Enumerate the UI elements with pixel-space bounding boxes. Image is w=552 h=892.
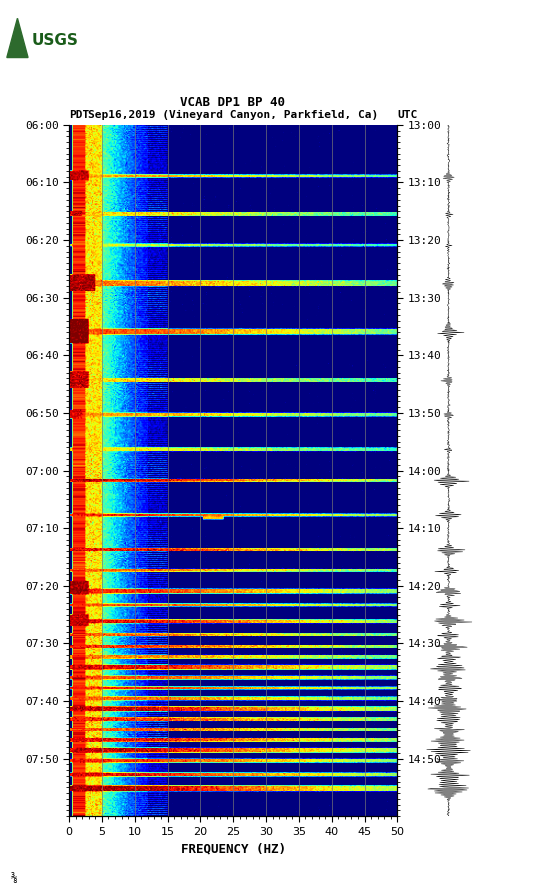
Text: ⅜: ⅜ (11, 872, 18, 883)
Text: UTC: UTC (397, 111, 418, 120)
Text: USGS: USGS (32, 33, 79, 48)
Text: PDT: PDT (69, 111, 89, 120)
Text: VCAB DP1 BP 40: VCAB DP1 BP 40 (181, 95, 285, 109)
Polygon shape (7, 18, 28, 57)
Text: Sep16,2019 (Vineyard Canyon, Parkfield, Ca): Sep16,2019 (Vineyard Canyon, Parkfield, … (88, 111, 378, 120)
X-axis label: FREQUENCY (HZ): FREQUENCY (HZ) (181, 842, 286, 855)
